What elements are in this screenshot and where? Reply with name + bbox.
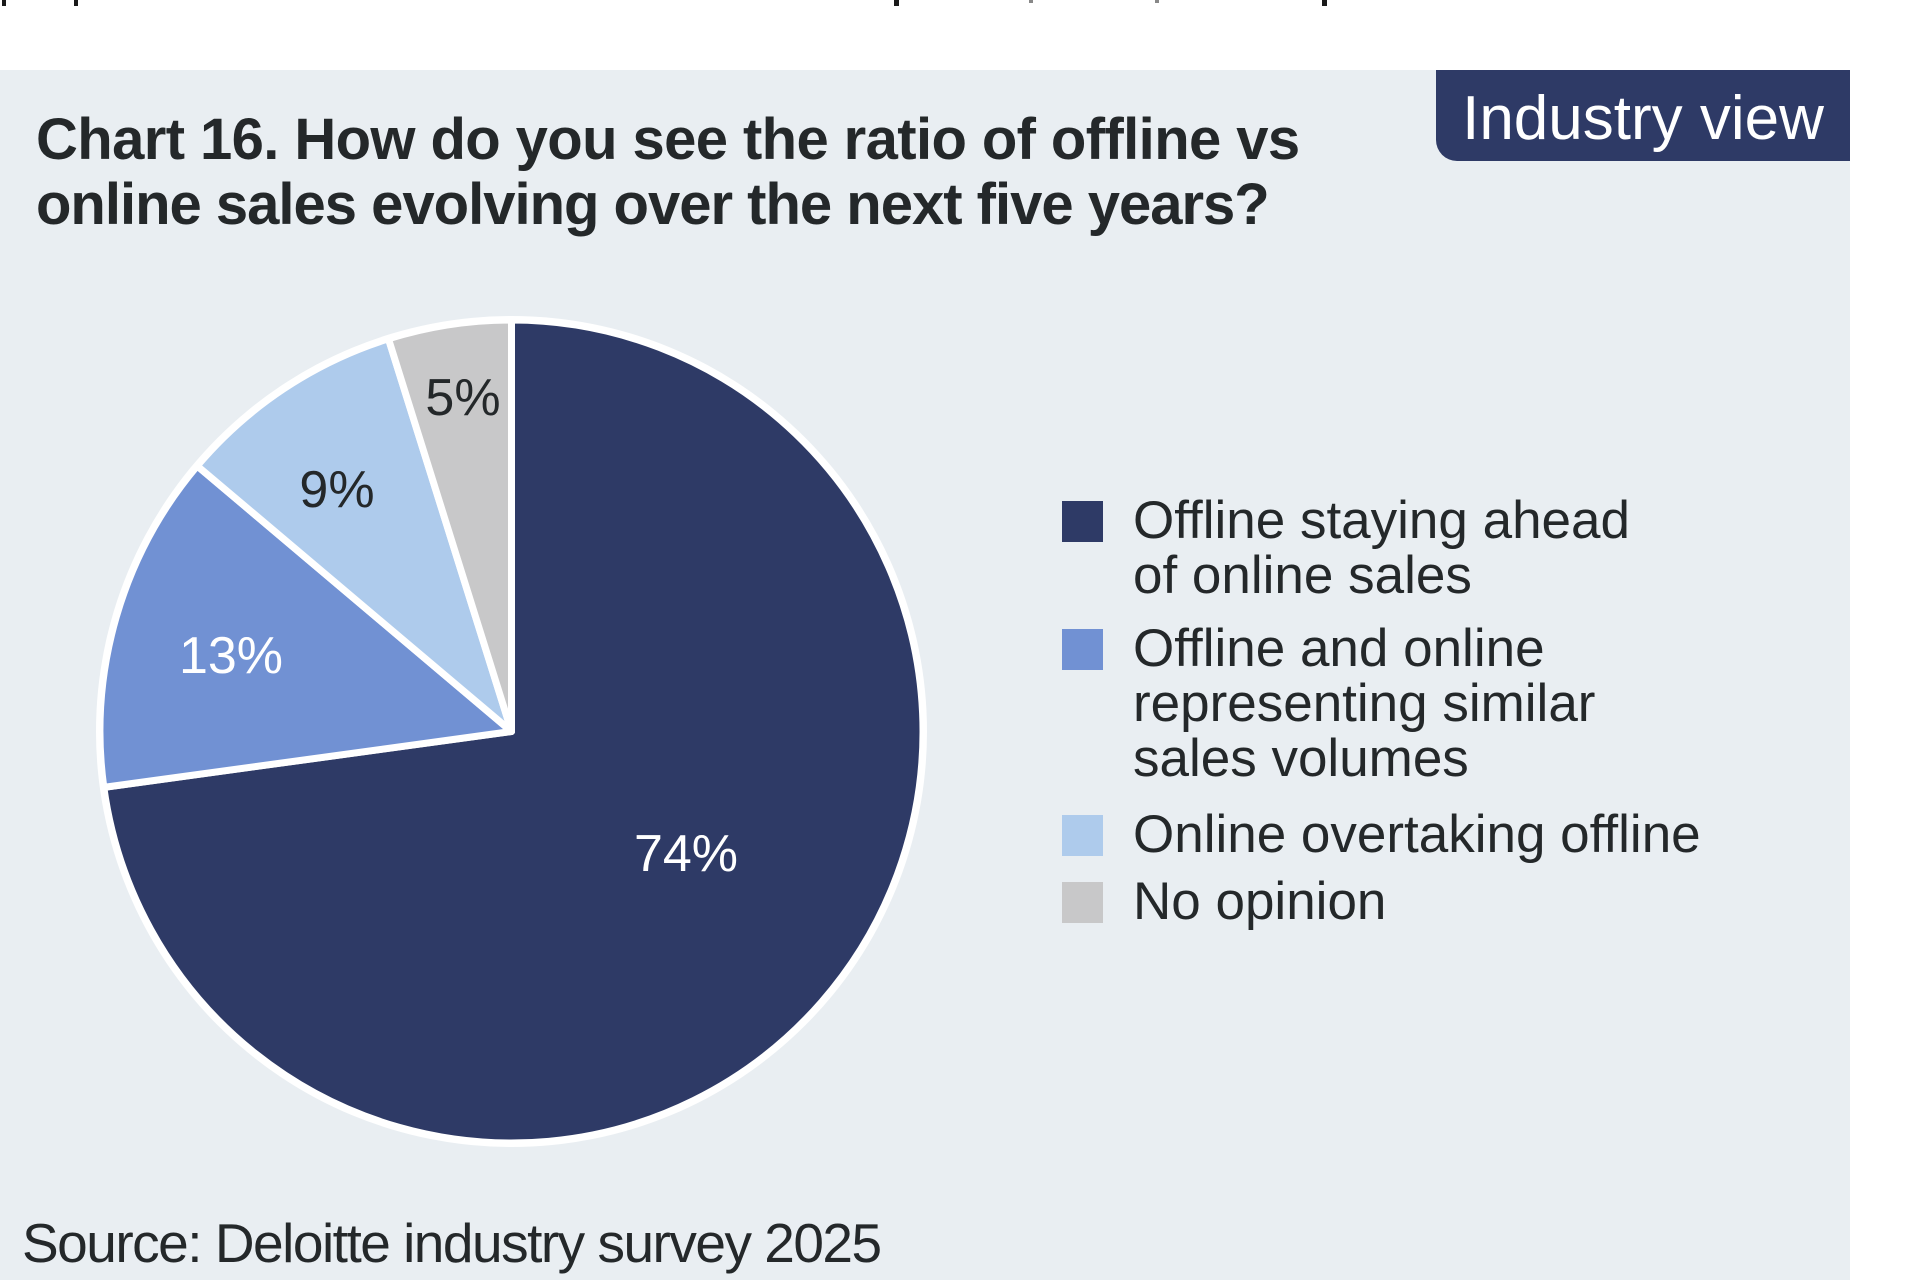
svg-text:74%: 74% [634, 825, 738, 883]
svg-text:13%: 13% [179, 627, 283, 685]
svg-text:5%: 5% [425, 369, 500, 427]
svg-text:9%: 9% [299, 461, 374, 519]
